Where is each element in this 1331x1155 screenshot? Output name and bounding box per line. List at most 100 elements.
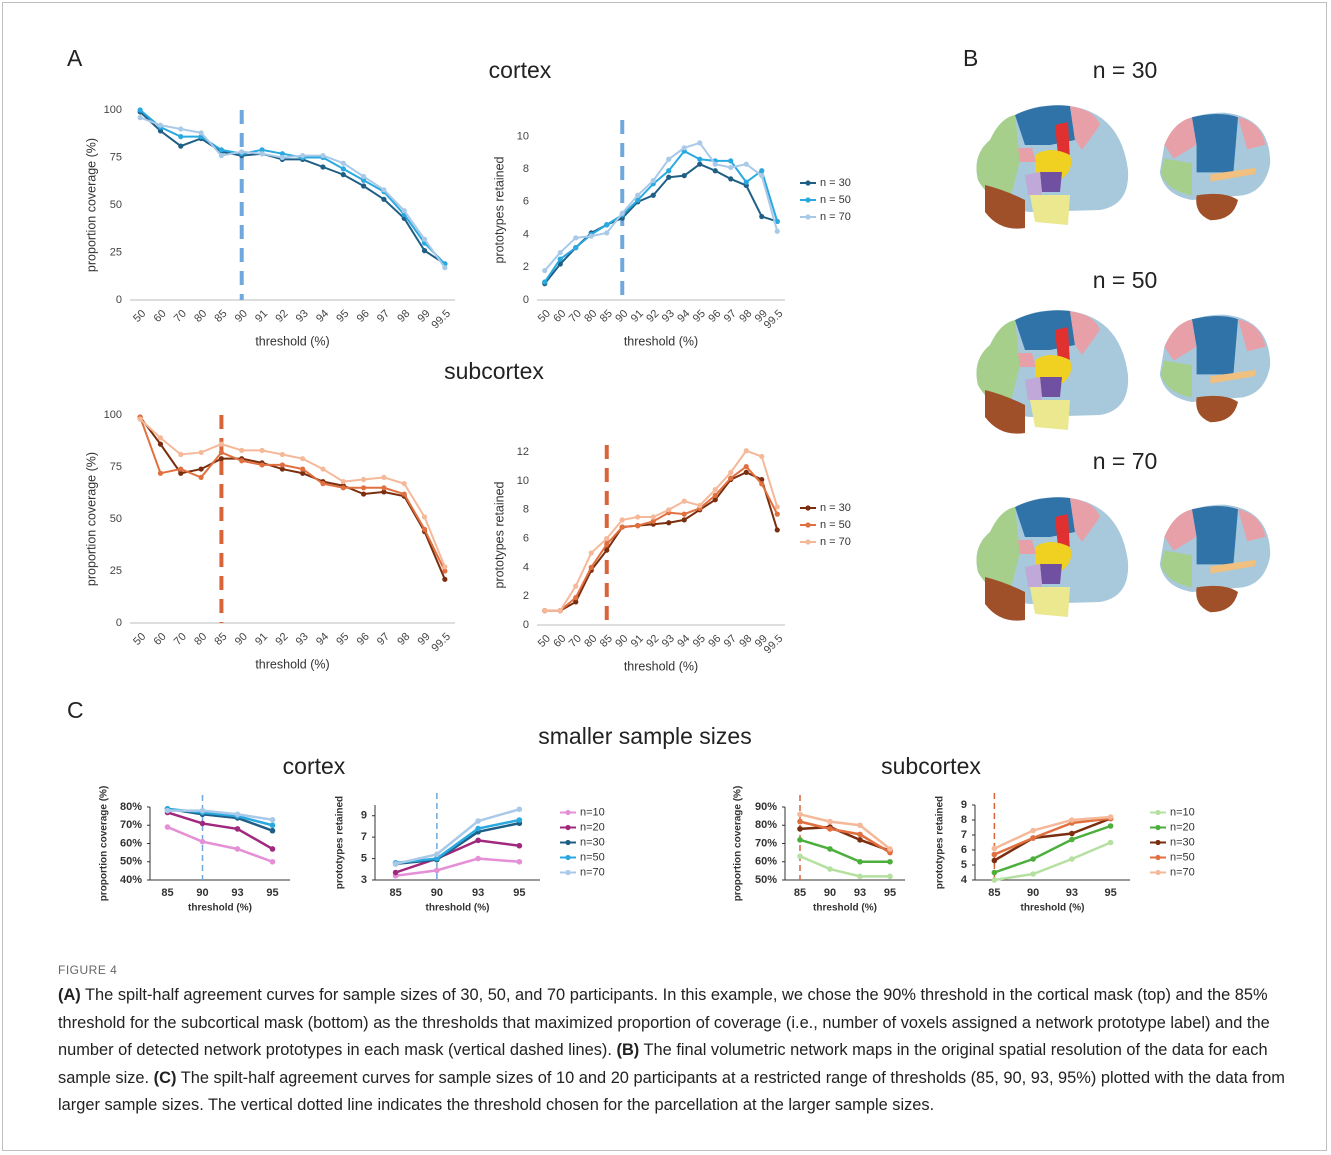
data-point: [320, 481, 325, 486]
data-point: [178, 466, 183, 471]
data-point: [361, 174, 366, 179]
data-point: [270, 846, 276, 852]
x-tick-label: 94: [314, 631, 331, 648]
x-tick-label: 80: [192, 631, 209, 648]
data-point: [797, 837, 803, 843]
x-tick-label: 85: [390, 887, 402, 899]
brain-map: [977, 105, 1129, 229]
y-tick-label: 50: [110, 199, 122, 211]
data-point: [198, 466, 203, 471]
y-tick-label: 12: [517, 446, 529, 458]
data-point: [442, 564, 447, 569]
legend-label: n=10: [1170, 806, 1195, 818]
x-tick-label: 95: [334, 631, 351, 648]
data-point: [827, 866, 833, 872]
x-tick-label: 70: [172, 308, 189, 325]
data-point: [517, 859, 523, 865]
data-point: [682, 499, 687, 504]
data-point: [713, 493, 718, 498]
x-tick-label: 95: [334, 308, 351, 325]
x-tick-label: 95: [266, 887, 278, 899]
data-point: [666, 520, 671, 525]
data-point: [542, 268, 547, 273]
data-point: [759, 214, 764, 219]
data-point: [797, 853, 803, 859]
data-point: [1108, 823, 1114, 829]
y-tick-label: 90%: [755, 801, 777, 813]
y-tick-label: 3: [361, 874, 367, 886]
data-point: [1069, 837, 1075, 843]
data-point: [381, 187, 386, 192]
data-point: [434, 868, 440, 874]
data-point: [361, 183, 366, 188]
data-point: [542, 608, 547, 613]
data-point: [1069, 831, 1075, 837]
data-point: [158, 123, 163, 128]
y-tick-label: 10: [517, 130, 529, 142]
data-point: [381, 475, 386, 480]
data-point: [775, 504, 780, 509]
data-point: [635, 523, 640, 528]
section-title: cortex: [489, 57, 552, 83]
x-tick-label: 85: [212, 631, 229, 648]
y-tick-label: 4: [961, 874, 968, 886]
data-point: [797, 812, 803, 818]
y-tick-label: 0: [523, 619, 529, 631]
legend-swatch: [1155, 825, 1160, 830]
x-tick-label: 90: [1027, 887, 1039, 899]
data-point: [235, 826, 241, 832]
data-point: [442, 265, 447, 270]
y-tick-label: 4: [523, 228, 529, 240]
x-tick-label: 99.5: [762, 308, 786, 332]
brain-map: [1160, 315, 1270, 423]
section-title: subcortex: [444, 358, 544, 384]
series-line: [140, 417, 445, 579]
data-point: [341, 161, 346, 166]
brain-map: [977, 310, 1129, 434]
y-tick-label: 25: [110, 565, 122, 577]
y-tick-label: 60%: [755, 856, 777, 868]
series-line: [800, 856, 890, 876]
legend-swatch: [805, 180, 810, 185]
data-point: [797, 826, 803, 832]
data-point: [759, 454, 764, 459]
y-tick-label: 7: [361, 831, 367, 843]
data-point: [651, 514, 656, 519]
data-point: [542, 279, 547, 284]
data-point: [200, 839, 206, 845]
data-point: [744, 180, 749, 185]
data-point: [1030, 871, 1036, 877]
data-point: [442, 577, 447, 582]
series-line: [396, 809, 520, 864]
x-tick-label: 90: [824, 887, 836, 899]
legend-label: n=30: [580, 836, 605, 848]
legend-swatch: [805, 539, 810, 544]
data-point: [280, 155, 285, 160]
panel-label: C: [67, 697, 84, 723]
x-axis-title: threshold (%): [188, 903, 252, 914]
data-point: [198, 130, 203, 135]
data-point: [604, 222, 609, 227]
brain-map: [1160, 113, 1270, 221]
data-point: [239, 458, 244, 463]
data-point: [682, 517, 687, 522]
caption: FIGURE 4 (A) The spilt-half agreement cu…: [58, 960, 1288, 1120]
data-point: [320, 164, 325, 169]
y-axis-title: prototypes retained: [935, 796, 946, 889]
data-point: [620, 517, 625, 522]
legend-swatch: [565, 855, 570, 860]
legend-label: n=20: [580, 821, 605, 833]
data-point: [393, 861, 399, 867]
data-point: [759, 173, 764, 178]
data-point: [235, 846, 241, 852]
y-axis-title: proportion coverage (%): [84, 138, 98, 272]
data-point: [239, 149, 244, 154]
data-point: [1030, 856, 1036, 862]
legend-swatch: [1155, 840, 1160, 845]
data-point: [361, 477, 366, 482]
data-point: [992, 870, 998, 876]
x-tick-label: 85: [161, 887, 173, 899]
data-point: [620, 524, 625, 529]
y-tick-label: 0: [116, 294, 122, 306]
data-point: [320, 466, 325, 471]
